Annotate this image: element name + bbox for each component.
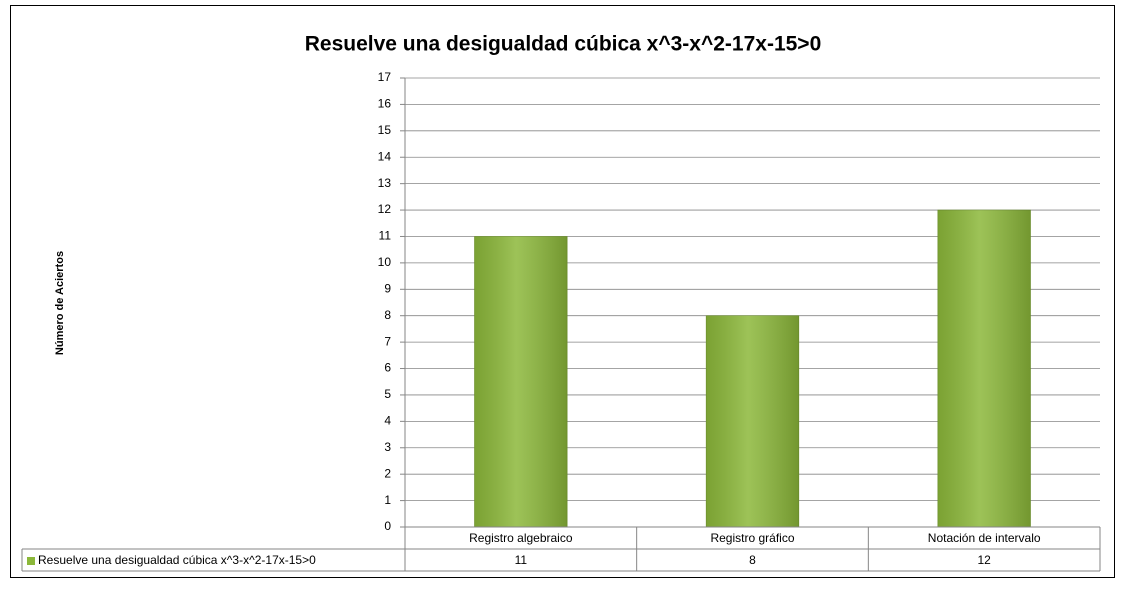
y-tick-label: 7 — [384, 334, 391, 348]
y-tick-label: 11 — [379, 229, 392, 243]
chart-title: Resuelve una desigualdad cúbica x^3-x^2-… — [305, 33, 822, 56]
y-tick-label: 6 — [384, 361, 391, 375]
y-tick-label: 14 — [378, 149, 392, 163]
y-tick-label: 1 — [384, 493, 391, 507]
legend-label: Resuelve una desigualdad cúbica x^3-x^2-… — [38, 553, 316, 567]
legend-key — [27, 557, 35, 565]
table-value: 8 — [749, 553, 756, 567]
y-tick-label: 5 — [384, 387, 391, 401]
x-tick-label: Registro gráfico — [710, 531, 794, 545]
y-tick-label: 4 — [384, 414, 391, 428]
y-tick-label: 0 — [384, 519, 391, 533]
bar-shade — [706, 315, 799, 527]
y-tick-label: 16 — [378, 97, 392, 111]
y-tick-label: 9 — [384, 281, 391, 295]
table-value: 12 — [977, 553, 991, 567]
y-tick-label: 17 — [378, 70, 392, 84]
y-tick-label: 15 — [378, 123, 392, 137]
y-tick-label: 8 — [384, 308, 391, 322]
x-tick-label: Registro algebraico — [469, 531, 573, 545]
x-tick-label: Notación de intervalo — [928, 531, 1041, 545]
y-tick-label: 10 — [378, 255, 392, 269]
y-axis-title: Número de Aciertos — [54, 251, 66, 355]
table-value: 11 — [515, 553, 528, 567]
y-tick-label: 12 — [378, 202, 392, 216]
y-tick-label: 3 — [384, 440, 391, 454]
bar-shade — [937, 210, 1031, 527]
y-tick-label: 13 — [378, 176, 392, 190]
bar-shade — [474, 236, 568, 527]
y-tick-label: 2 — [384, 466, 391, 480]
